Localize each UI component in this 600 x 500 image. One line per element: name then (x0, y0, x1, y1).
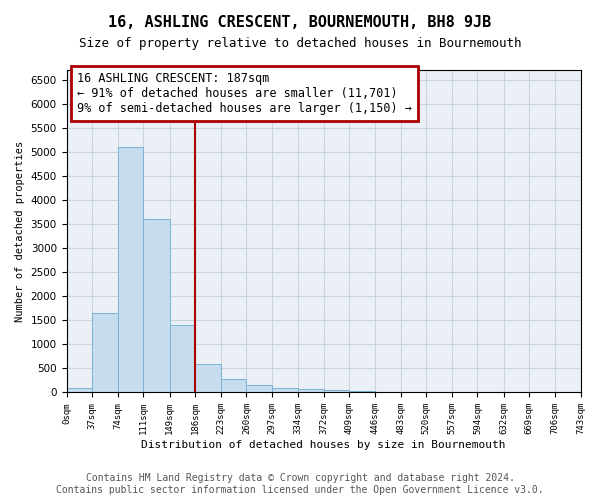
Bar (298, 389, 324, 392)
Bar (67, 388, 92, 392)
Text: Contains HM Land Registry data © Crown copyright and database right 2024.
Contai: Contains HM Land Registry data © Crown c… (56, 474, 544, 495)
Bar (170, 325, 195, 392)
Bar (272, 388, 298, 392)
Text: Size of property relative to detached houses in Bournemouth: Size of property relative to detached ho… (79, 38, 521, 51)
Bar (118, 147, 143, 392)
Bar (195, 364, 221, 392)
Bar (349, 391, 375, 392)
Y-axis label: Number of detached properties: Number of detached properties (15, 140, 25, 322)
Text: 16 ASHLING CRESCENT: 187sqm
← 91% of detached houses are smaller (11,701)
9% of : 16 ASHLING CRESCENT: 187sqm ← 91% of det… (77, 72, 412, 114)
Text: 16, ASHLING CRESCENT, BOURNEMOUTH, BH8 9JB: 16, ASHLING CRESCENT, BOURNEMOUTH, BH8 9… (109, 15, 491, 30)
Bar (324, 390, 349, 392)
Bar (143, 219, 170, 392)
Bar (221, 379, 247, 392)
Bar (247, 386, 272, 392)
Bar (92, 313, 118, 392)
X-axis label: Distribution of detached houses by size in Bournemouth: Distribution of detached houses by size … (141, 440, 506, 450)
